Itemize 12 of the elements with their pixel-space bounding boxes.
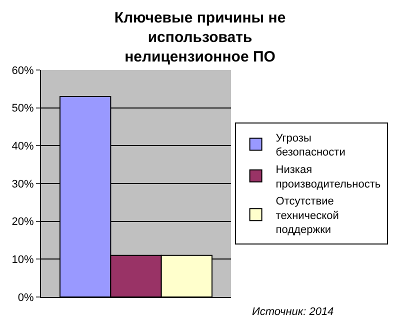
y-tick-label: 50% [12,102,34,115]
legend-label: Отсутствие технической поддержки [276,196,339,236]
y-tick-label: 20% [12,216,34,228]
chart-title: Ключевые причины не использовать нелицензионное ПО [114,10,286,66]
y-tick-label: 60% [12,64,34,77]
legend-label: Низкая производительность [276,164,381,190]
text: Источник: 2014 [252,306,334,318]
y-tick-label: 0% [18,292,34,304]
y-tick-label: 30% [12,178,34,190]
y-tick-label: 40% [12,140,34,153]
y-tick-label: 10% [12,254,34,266]
legend-label: Угрозы безопасности [276,132,346,159]
